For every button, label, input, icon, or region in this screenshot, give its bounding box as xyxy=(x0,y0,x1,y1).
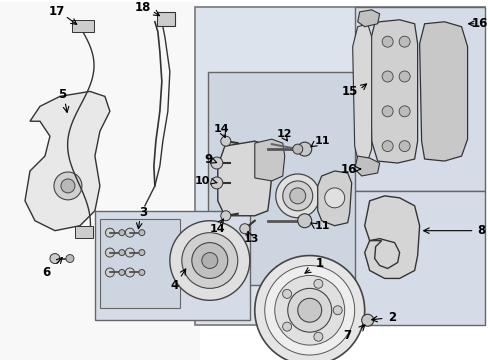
Text: 5: 5 xyxy=(58,88,66,101)
Circle shape xyxy=(221,211,231,221)
Bar xyxy=(355,191,485,325)
Text: 3: 3 xyxy=(139,206,147,219)
Circle shape xyxy=(54,172,82,200)
Text: 17: 17 xyxy=(49,5,65,18)
Circle shape xyxy=(105,248,114,257)
Circle shape xyxy=(314,332,323,341)
Polygon shape xyxy=(318,171,352,226)
Circle shape xyxy=(399,71,410,82)
Circle shape xyxy=(202,253,218,269)
Polygon shape xyxy=(218,141,272,216)
Circle shape xyxy=(333,306,342,315)
Circle shape xyxy=(293,144,303,154)
Bar xyxy=(208,72,373,285)
Circle shape xyxy=(265,265,355,355)
Circle shape xyxy=(298,142,312,156)
Circle shape xyxy=(382,106,393,117)
Circle shape xyxy=(288,288,332,332)
Circle shape xyxy=(192,243,228,278)
Polygon shape xyxy=(353,24,372,161)
Text: 11: 11 xyxy=(315,136,330,146)
Polygon shape xyxy=(419,22,467,161)
Circle shape xyxy=(283,181,313,211)
Circle shape xyxy=(325,188,344,208)
Circle shape xyxy=(119,249,125,256)
Text: 15: 15 xyxy=(342,85,358,98)
Circle shape xyxy=(314,279,323,288)
Bar xyxy=(0,2,200,360)
Bar xyxy=(100,219,180,308)
Circle shape xyxy=(362,314,374,326)
Circle shape xyxy=(139,249,145,256)
Text: 1: 1 xyxy=(316,257,324,270)
Text: 2: 2 xyxy=(389,311,397,324)
Circle shape xyxy=(298,298,322,322)
Circle shape xyxy=(399,106,410,117)
Bar xyxy=(75,226,93,238)
Circle shape xyxy=(283,289,292,298)
Circle shape xyxy=(125,248,134,257)
Polygon shape xyxy=(255,139,285,181)
Circle shape xyxy=(275,275,344,345)
Circle shape xyxy=(125,268,134,277)
Circle shape xyxy=(276,174,319,218)
Polygon shape xyxy=(25,91,110,231)
Circle shape xyxy=(139,230,145,236)
Circle shape xyxy=(298,214,312,228)
Text: 12: 12 xyxy=(277,129,293,139)
Circle shape xyxy=(290,188,306,204)
Text: 14: 14 xyxy=(214,124,230,134)
Circle shape xyxy=(105,228,114,237)
Circle shape xyxy=(399,141,410,152)
Circle shape xyxy=(399,36,410,47)
Polygon shape xyxy=(365,196,419,278)
Circle shape xyxy=(182,233,238,288)
Circle shape xyxy=(66,255,74,262)
Text: 14: 14 xyxy=(210,224,225,234)
Circle shape xyxy=(50,253,60,264)
Bar xyxy=(195,7,485,325)
Circle shape xyxy=(382,36,393,47)
Circle shape xyxy=(211,157,223,169)
Text: 16: 16 xyxy=(341,162,357,176)
Text: 4: 4 xyxy=(171,279,179,292)
Circle shape xyxy=(221,136,231,146)
Text: 13: 13 xyxy=(244,234,260,244)
Text: 9: 9 xyxy=(204,153,213,166)
Circle shape xyxy=(283,322,292,331)
Bar xyxy=(157,12,175,26)
Text: 11: 11 xyxy=(315,221,330,231)
Text: 10: 10 xyxy=(195,176,210,186)
Bar xyxy=(72,20,94,32)
Circle shape xyxy=(240,224,250,234)
Polygon shape xyxy=(358,10,380,27)
Circle shape xyxy=(119,230,125,236)
Circle shape xyxy=(255,256,365,360)
Text: 6: 6 xyxy=(42,266,50,279)
Circle shape xyxy=(125,228,134,237)
Circle shape xyxy=(139,270,145,275)
Text: 16: 16 xyxy=(471,17,488,30)
Bar xyxy=(95,211,250,320)
Bar xyxy=(355,7,485,191)
Circle shape xyxy=(61,179,75,193)
Circle shape xyxy=(211,177,223,189)
Circle shape xyxy=(382,71,393,82)
Text: 18: 18 xyxy=(135,1,151,14)
Polygon shape xyxy=(355,156,380,176)
Circle shape xyxy=(119,270,125,275)
Circle shape xyxy=(382,141,393,152)
Polygon shape xyxy=(369,20,417,163)
Text: 8: 8 xyxy=(477,224,486,237)
Circle shape xyxy=(105,268,114,277)
Circle shape xyxy=(170,221,250,300)
Text: 7: 7 xyxy=(343,329,352,342)
